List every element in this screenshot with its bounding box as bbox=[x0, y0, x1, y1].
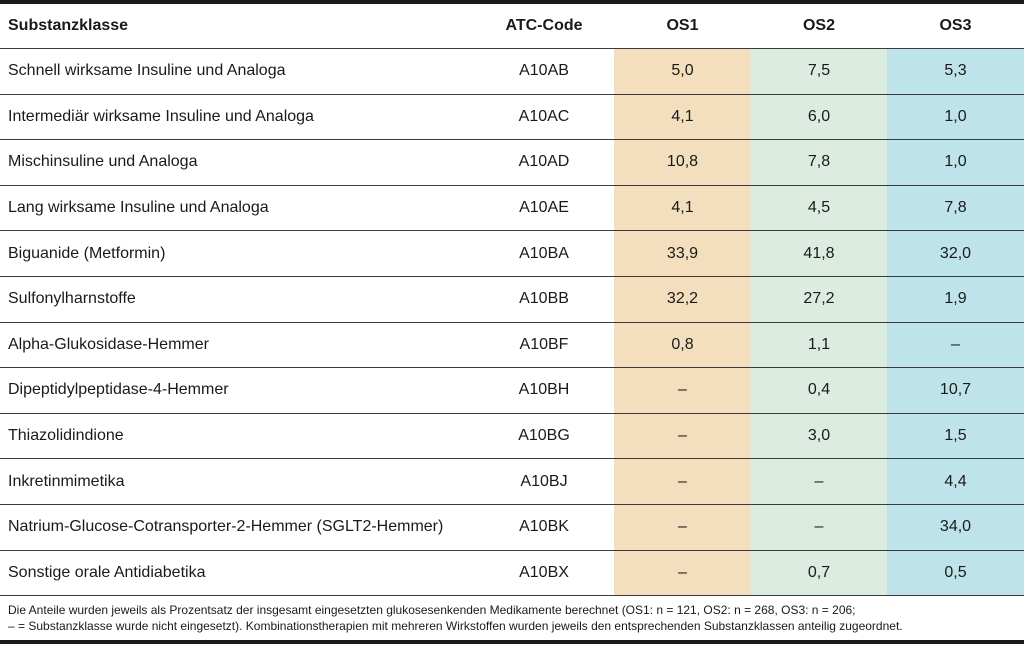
top-rule bbox=[0, 0, 1024, 4]
cell-os3: 7,8 bbox=[887, 185, 1024, 232]
table-row: Intermediär wirksame Insuline und Analog… bbox=[0, 94, 1024, 141]
cell-os1: 32,2 bbox=[614, 276, 751, 323]
cell-os2: 0,7 bbox=[751, 550, 887, 597]
cell-atc-code: A10AC bbox=[474, 94, 614, 141]
cell-atc-code: A10BA bbox=[474, 230, 614, 277]
cell-os2: 7,8 bbox=[751, 139, 887, 186]
cell-os3: 0,5 bbox=[887, 550, 1024, 597]
header-atc-code: ATC-Code bbox=[474, 4, 614, 49]
cell-os2: 41,8 bbox=[751, 230, 887, 277]
cell-os1: – bbox=[614, 504, 751, 551]
cell-atc-code: A10BH bbox=[474, 367, 614, 414]
cell-os3: 32,0 bbox=[887, 230, 1024, 277]
cell-os1: 5,0 bbox=[614, 48, 751, 95]
table-row: Alpha-Glukosidase-Hemmer A10BF 0,8 1,1 – bbox=[0, 322, 1024, 369]
cell-os3: 34,0 bbox=[887, 504, 1024, 551]
cell-os2: 4,5 bbox=[751, 185, 887, 232]
cell-atc-code: A10BB bbox=[474, 276, 614, 323]
cell-os3: 1,9 bbox=[887, 276, 1024, 323]
cell-atc-code: A10AE bbox=[474, 185, 614, 232]
cell-os3: 5,3 bbox=[887, 48, 1024, 95]
cell-substanzklasse: Mischinsuline und Analoga bbox=[0, 139, 474, 186]
cell-os2: 0,4 bbox=[751, 367, 887, 414]
table-row: Inkretinmimetika A10BJ – – 4,4 bbox=[0, 458, 1024, 505]
bottom-rule bbox=[0, 640, 1024, 644]
cell-atc-code: A10AB bbox=[474, 48, 614, 95]
header-substanzklasse: Substanzklasse bbox=[0, 4, 474, 49]
footnote-line-1: Die Anteile wurden jeweils als Prozentsa… bbox=[8, 603, 856, 617]
cell-substanzklasse: Lang wirksame Insuline und Analoga bbox=[0, 185, 474, 232]
cell-os2: – bbox=[751, 458, 887, 505]
cell-substanzklasse: Alpha-Glukosidase-Hemmer bbox=[0, 322, 474, 369]
cell-os3: – bbox=[887, 322, 1024, 369]
cell-substanzklasse: Thiazolidindione bbox=[0, 413, 474, 460]
table-row: Schnell wirksame Insuline und Analoga A1… bbox=[0, 48, 1024, 95]
cell-os2: 1,1 bbox=[751, 322, 887, 369]
cell-os1: – bbox=[614, 550, 751, 597]
cell-os2: – bbox=[751, 504, 887, 551]
cell-os2: 7,5 bbox=[751, 48, 887, 95]
cell-os1: – bbox=[614, 367, 751, 414]
cell-os3: 1,0 bbox=[887, 94, 1024, 141]
cell-os1: 4,1 bbox=[614, 185, 751, 232]
cell-os2: 3,0 bbox=[751, 413, 887, 460]
table-row: Natrium-Glucose-Cotransporter-2-Hemmer (… bbox=[0, 504, 1024, 551]
table-row: Sonstige orale Antidiabetika A10BX – 0,7… bbox=[0, 550, 1024, 597]
header-os2: OS2 bbox=[751, 4, 887, 49]
cell-substanzklasse: Natrium-Glucose-Cotransporter-2-Hemmer (… bbox=[0, 504, 474, 551]
cell-substanzklasse: Schnell wirksame Insuline und Analoga bbox=[0, 48, 474, 95]
cell-substanzklasse: Inkretinmimetika bbox=[0, 458, 474, 505]
cell-os1: 10,8 bbox=[614, 139, 751, 186]
cell-os2: 27,2 bbox=[751, 276, 887, 323]
cell-substanzklasse: Biguanide (Metformin) bbox=[0, 230, 474, 277]
cell-os3: 1,0 bbox=[887, 139, 1024, 186]
cell-substanzklasse: Dipeptidylpeptidase-4-Hemmer bbox=[0, 367, 474, 414]
cell-atc-code: A10AD bbox=[474, 139, 614, 186]
footnote-line-2: – = Substanzklasse wurde nicht eingesetz… bbox=[8, 619, 903, 633]
cell-substanzklasse: Sulfonylharnstoffe bbox=[0, 276, 474, 323]
table-row: Sulfonylharnstoffe A10BB 32,2 27,2 1,9 bbox=[0, 276, 1024, 323]
cell-os1: 4,1 bbox=[614, 94, 751, 141]
cell-os3: 1,5 bbox=[887, 413, 1024, 460]
cell-atc-code: A10BK bbox=[474, 504, 614, 551]
cell-os1: – bbox=[614, 413, 751, 460]
table-row: Mischinsuline und Analoga A10AD 10,8 7,8… bbox=[0, 139, 1024, 186]
table-row: Biguanide (Metformin) A10BA 33,9 41,8 32… bbox=[0, 230, 1024, 277]
cell-os1: 33,9 bbox=[614, 230, 751, 277]
cell-atc-code: A10BF bbox=[474, 322, 614, 369]
table-row: Lang wirksame Insuline und Analoga A10AE… bbox=[0, 185, 1024, 232]
cell-os3: 4,4 bbox=[887, 458, 1024, 505]
table-footnote: Die Anteile wurden jeweils als Prozentsa… bbox=[8, 602, 1018, 634]
cell-substanzklasse: Sonstige orale Antidiabetika bbox=[0, 550, 474, 597]
cell-substanzklasse: Intermediär wirksame Insuline und Analog… bbox=[0, 94, 474, 141]
header-os3: OS3 bbox=[887, 4, 1024, 49]
cell-atc-code: A10BG bbox=[474, 413, 614, 460]
table-row: Thiazolidindione A10BG – 3,0 1,5 bbox=[0, 413, 1024, 460]
cell-os1: – bbox=[614, 458, 751, 505]
table-row: Dipeptidylpeptidase-4-Hemmer A10BH – 0,4… bbox=[0, 367, 1024, 414]
header-os1: OS1 bbox=[614, 4, 751, 49]
substance-class-table: Substanzklasse ATC-Code OS1 OS2 OS3 Schn… bbox=[0, 4, 1024, 597]
cell-atc-code: A10BJ bbox=[474, 458, 614, 505]
cell-os2: 6,0 bbox=[751, 94, 887, 141]
cell-os1: 0,8 bbox=[614, 322, 751, 369]
cell-atc-code: A10BX bbox=[474, 550, 614, 597]
header-row: Substanzklasse ATC-Code OS1 OS2 OS3 bbox=[0, 4, 1024, 49]
cell-os3: 10,7 bbox=[887, 367, 1024, 414]
